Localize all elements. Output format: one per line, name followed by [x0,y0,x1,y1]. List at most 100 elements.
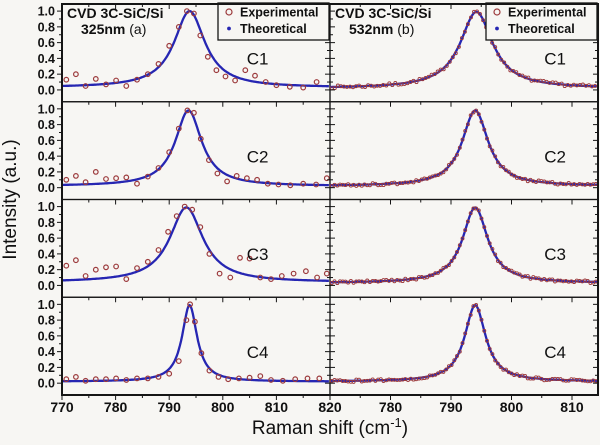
experimental-point [72,257,79,264]
experimental-point [275,181,282,188]
y-tick-label: 0.6 [38,36,55,50]
x-tick-label: 790 [158,399,182,415]
experimental-point [191,318,198,325]
experimental-point [155,61,162,67]
experimental-point [346,280,351,285]
experimental-point [393,81,398,85]
experimental-point [123,83,130,89]
y-tick-label: 0.8 [38,20,55,34]
tick-marks [329,297,598,400]
experimental-point [444,167,449,172]
experimental-point [411,180,416,185]
y-tick-label: 0.6 [38,232,55,246]
experimental-point [348,278,353,283]
experimental-point [550,277,555,282]
experimental-series [63,8,320,91]
experimental-point [526,75,531,80]
experimental-point [183,8,190,15]
experimental-point [332,86,337,91]
experimental-point [197,224,204,231]
experimental-point [389,277,394,282]
experimental-point [329,86,334,91]
experimental-point [183,317,190,324]
y-tick-label: 0.8 [38,314,55,328]
legend-label: Theoretical [240,22,307,36]
panel-id-label: C2 [544,147,566,166]
experimental-point [103,81,109,88]
experimental-point [166,149,173,156]
experimental-point [468,312,473,317]
experimental-point [505,64,510,69]
experimental-point [103,176,109,182]
experimental-point [82,273,89,279]
experimental-point [459,36,464,41]
experimental-point [446,162,451,167]
experimental-point [432,72,437,77]
experimental-point [455,250,459,254]
y-tick-label: 0.0 [38,377,55,391]
experimental-point [426,74,431,79]
experimental-point [441,170,446,175]
experimental-point [444,367,449,372]
experimental-point [493,45,498,50]
experimental-point [525,274,530,279]
experimental-point [490,246,495,251]
experimental-point [495,361,500,366]
x-tick-label: 780 [104,399,128,415]
experimental-point [387,81,392,86]
experimental-point [300,180,307,187]
y-tick-label: 0.4 [38,52,55,66]
y-tick-label: 1.0 [38,5,55,19]
experimental-point [323,175,330,182]
experimental-point [175,358,182,365]
experimental-point [204,53,211,60]
panel-id-label: C3 [544,245,566,264]
y-tick-label: 0.2 [38,263,55,277]
experimental-point [232,77,239,84]
experimental-point [155,165,162,171]
experimental-point [474,303,479,307]
panel-id-label: C1 [247,50,269,69]
experimental-point [465,219,470,224]
x-tick-label: 790 [439,399,463,415]
experimental-point [463,228,468,233]
experimental-series [329,206,598,286]
experimental-point [460,137,465,142]
experimental-point [155,374,162,380]
experimental-point [314,274,321,281]
experimental-point [504,168,508,173]
experimental-point [441,369,446,374]
experimental-point [479,216,484,221]
experimental-point [504,266,508,270]
experimental-point [173,213,180,220]
experimental-point [514,372,519,377]
experimental-point [357,377,361,382]
experimental-point [103,264,109,271]
experimental-point [452,255,457,260]
experimental-point [222,73,229,80]
experimental-point [332,279,337,284]
panel-subtitle: 325nm (a) [81,21,146,37]
experimental-point [72,374,79,380]
experimental-point [63,376,70,383]
experimental-point [246,255,253,262]
experimental-point [496,52,501,57]
tick-marks [57,199,331,286]
experimental-point [246,374,253,381]
experimental-point [63,76,70,83]
experimental-point [487,346,492,351]
experimental-point [506,169,511,174]
experimental-point [144,173,151,180]
experimental-point [144,375,151,382]
experimental-point [502,60,507,65]
experimental-point [504,367,508,372]
experimental-point [252,72,258,79]
experimental-point [559,81,564,86]
experimental-point [462,29,467,34]
experimental-point [123,377,130,383]
experimental-point [463,331,468,336]
experimental-point [290,270,297,277]
experimental-point [481,18,486,23]
experimental-point [414,80,419,85]
theoretical-series [61,9,330,88]
